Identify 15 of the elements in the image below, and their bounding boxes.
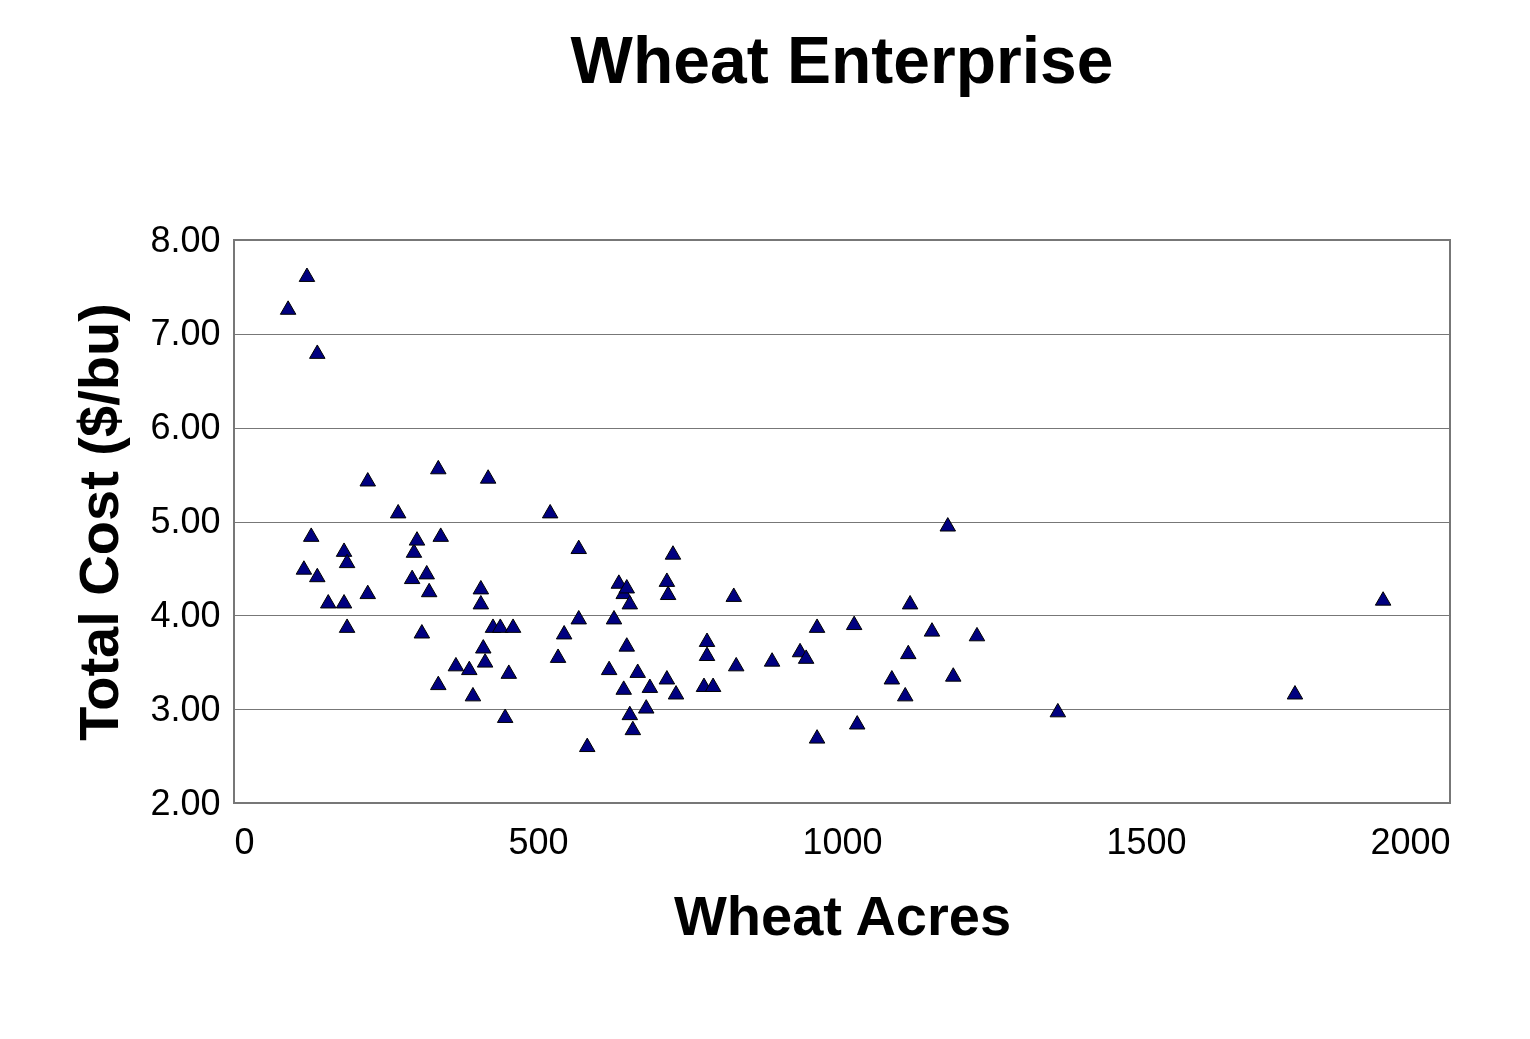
y-tick-label: 3.00 bbox=[150, 687, 221, 729]
x-tick-label: 500 bbox=[508, 820, 569, 862]
y-axis-title: Total Cost ($/bu) bbox=[67, 303, 131, 741]
chart-title: Wheat Enterprise bbox=[570, 23, 1114, 97]
y-tick-label: 8.00 bbox=[150, 218, 221, 260]
y-tick-label: 7.00 bbox=[150, 312, 221, 354]
x-tick-label: 0 bbox=[234, 820, 255, 862]
y-tick-label: 5.00 bbox=[150, 500, 221, 541]
x-tick-label: 1000 bbox=[802, 820, 883, 862]
y-tick-label: 4.00 bbox=[150, 593, 221, 635]
y-tick-label: 2.00 bbox=[150, 781, 221, 823]
x-axis-title: Wheat Acres bbox=[673, 883, 1012, 947]
x-tick-label: 1500 bbox=[1106, 820, 1187, 862]
y-tick-label: 6.00 bbox=[150, 406, 221, 448]
x-tick-label: 2000 bbox=[1370, 820, 1451, 862]
